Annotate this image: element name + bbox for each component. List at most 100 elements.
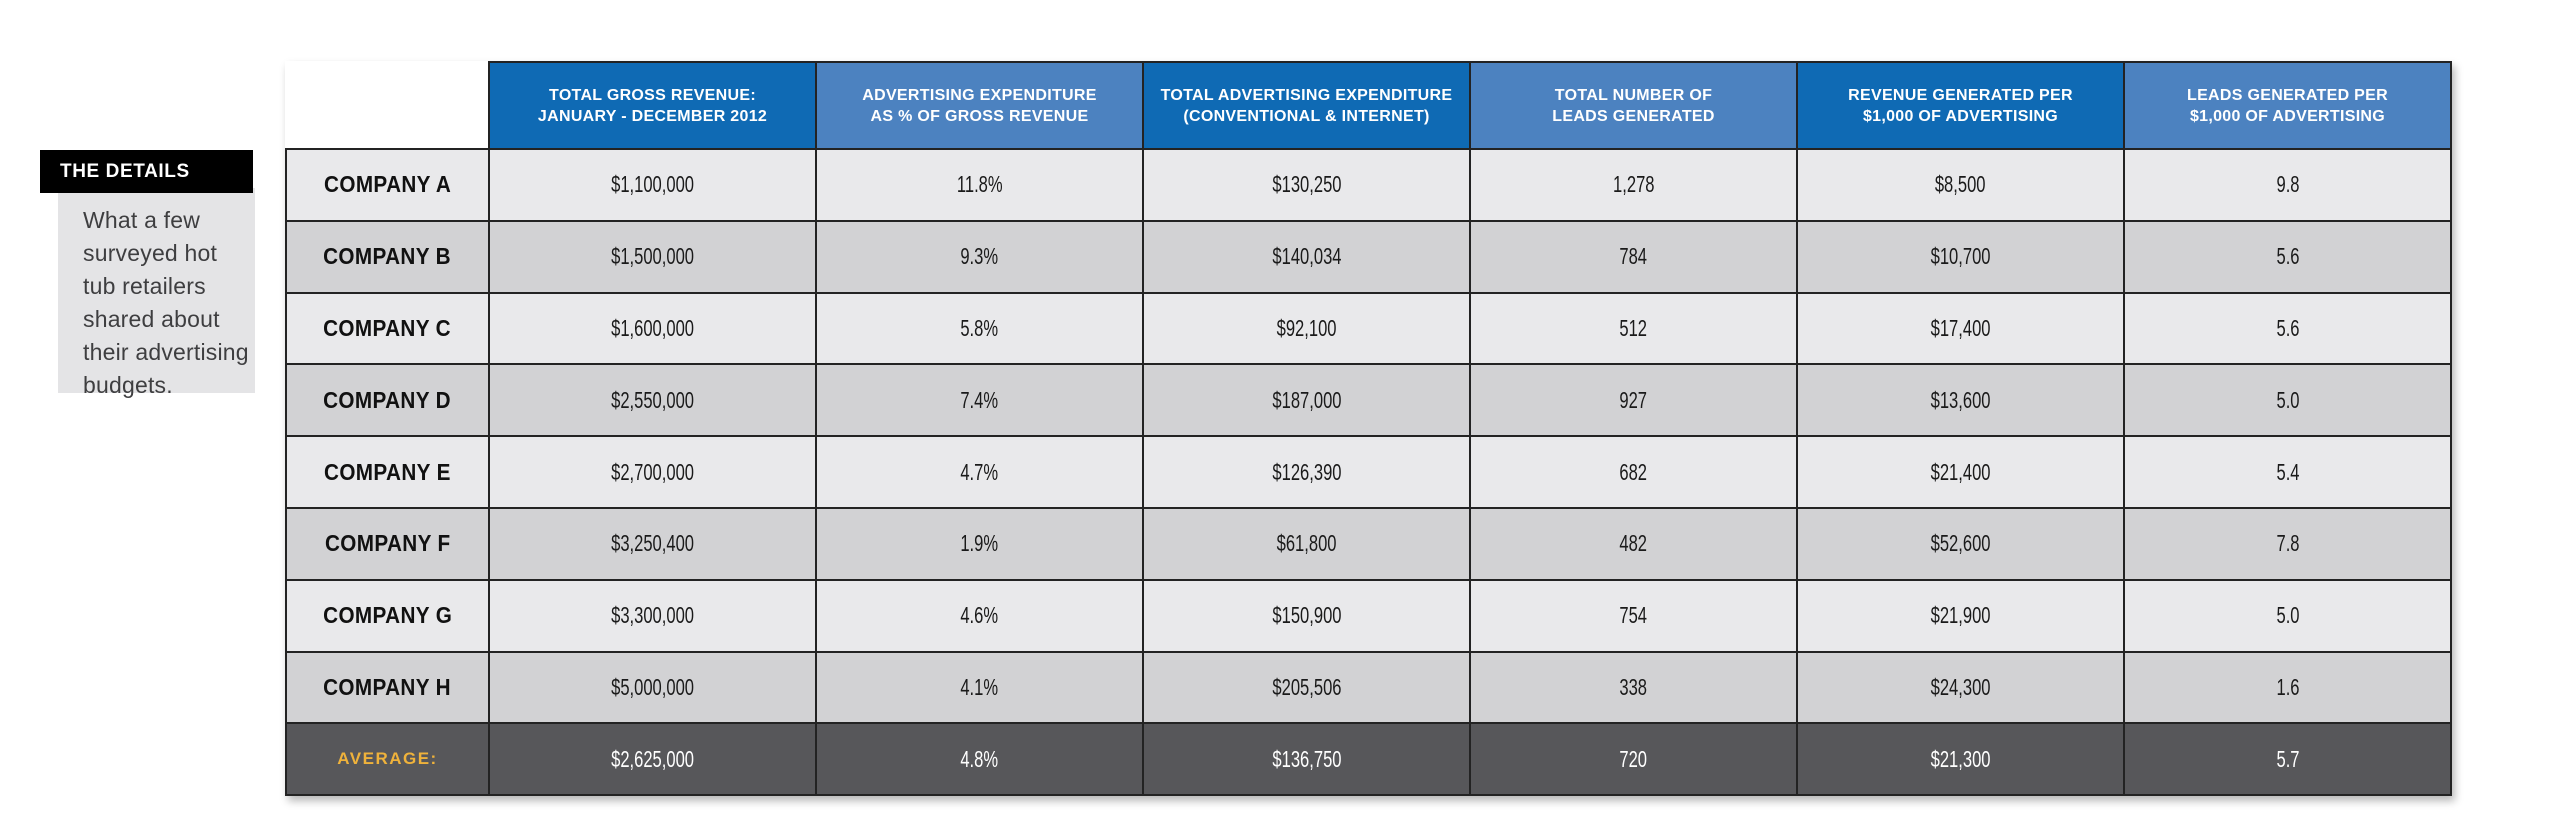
cell: 5.6 [2123, 219, 2452, 294]
cell: $21,400 [1796, 435, 2125, 509]
cell: 512 [1469, 291, 1798, 366]
cell-value: $3,250,400 [611, 530, 694, 557]
header-line: ADVERTISING EXPENDITURE [862, 86, 1097, 104]
cell: 7.8 [2123, 506, 2452, 581]
cell: 682 [1469, 435, 1798, 509]
cell: 784 [1469, 219, 1798, 294]
cell: 5.8% [815, 291, 1144, 366]
cell: $2,700,000 [488, 435, 817, 509]
row-label-cell: COMPANY C [285, 291, 490, 366]
row-label: COMPANY H [323, 673, 452, 700]
cell: $130,250 [1142, 148, 1471, 222]
header-line: LEADS GENERATED [1552, 107, 1715, 125]
cell-value: 4.6% [960, 602, 999, 629]
details-description: What a few surveyed hot tub retailers sh… [83, 207, 249, 398]
cell-value: $21,400 [1930, 458, 1991, 485]
cell-value: $92,100 [1276, 314, 1337, 341]
cell: $5,000,000 [488, 650, 817, 725]
cell-value: $150,900 [1271, 602, 1342, 629]
cell-value: $24,300 [1930, 673, 1991, 700]
cell-value: $17,400 [1930, 314, 1991, 341]
cell-value: $3,300,000 [611, 602, 694, 629]
details-title-box: THE DETAILS [40, 150, 253, 193]
cell-value: 7.8 [2275, 530, 2300, 557]
cell: $3,250,400 [488, 506, 817, 581]
cell: 1.9% [815, 506, 1144, 581]
cell: $136,750 [1142, 722, 1471, 797]
header-line: AS % OF GROSS REVENUE [870, 107, 1089, 125]
header-line: TOTAL GROSS REVENUE: [549, 86, 756, 104]
cell-value: $2,550,000 [611, 386, 694, 413]
cell-value: $21,900 [1930, 602, 1991, 629]
cell-value: $13,600 [1930, 386, 1991, 413]
row-label-cell: COMPANY H [285, 650, 490, 725]
average-label-cell: AVERAGE: [285, 722, 490, 797]
column-header-total-ad-expenditure: TOTAL ADVERTISING EXPENDITURE (CONVENTIO… [1142, 61, 1471, 150]
header-line: REVENUE GENERATED PER [1848, 86, 2073, 104]
cell: $13,600 [1796, 363, 2125, 438]
table-row-company-a: COMPANY A $1,100,000 11.8% $130,250 1,27… [285, 148, 2452, 222]
cell: 754 [1469, 578, 1798, 653]
row-label-cell: COMPANY G [285, 578, 490, 653]
cell-value: 5.0 [2275, 386, 2300, 413]
cell: $1,500,000 [488, 219, 817, 294]
cell-value: 4.7% [960, 458, 999, 485]
cell: $17,400 [1796, 291, 2125, 366]
cell: $126,390 [1142, 435, 1471, 509]
cell: $2,625,000 [488, 722, 817, 797]
average-label: AVERAGE: [337, 749, 438, 769]
column-header-ad-expenditure-pct: ADVERTISING EXPENDITURE AS % OF GROSS RE… [815, 61, 1144, 150]
table-row-company-c: COMPANY C $1,600,000 5.8% $92,100 512 $1… [285, 291, 2452, 366]
cell-value: 9.8 [2275, 171, 2300, 198]
cell-value: $130,250 [1271, 171, 1342, 198]
cell: $24,300 [1796, 650, 2125, 725]
column-header-total-leads: TOTAL NUMBER OF LEADS GENERATED [1469, 61, 1798, 150]
cell-value: 5.8% [960, 314, 999, 341]
column-header-leads-per-1000: LEADS GENERATED PER $1,000 OF ADVERTISIN… [2123, 61, 2452, 150]
cell-value: 1.9% [960, 530, 999, 557]
cell-value: 482 [1619, 530, 1648, 557]
cell-value: $1,600,000 [611, 314, 694, 341]
cell: $3,300,000 [488, 578, 817, 653]
cell: 9.3% [815, 219, 1144, 294]
cell: 4.1% [815, 650, 1144, 725]
cell: 1.6 [2123, 650, 2452, 725]
row-label: COMPANY D [323, 386, 452, 413]
row-label: COMPANY F [324, 530, 451, 557]
cell-value: 5.0 [2275, 602, 2300, 629]
cell-value: 11.8% [956, 171, 1003, 198]
table-row-company-h: COMPANY H $5,000,000 4.1% $205,506 338 $… [285, 650, 2452, 725]
table-row-company-e: COMPANY E $2,700,000 4.7% $126,390 682 $… [285, 435, 2452, 509]
cell: $187,000 [1142, 363, 1471, 438]
cell: $52,600 [1796, 506, 2125, 581]
cell: 4.7% [815, 435, 1144, 509]
cell-value: 512 [1619, 314, 1648, 341]
average-value: 720 [1619, 745, 1648, 772]
cell-value: 754 [1619, 602, 1648, 629]
cell: $21,300 [1796, 722, 2125, 797]
table-row-company-f: COMPANY F $3,250,400 1.9% $61,800 482 $5… [285, 506, 2452, 581]
cell-value: 5.6 [2275, 243, 2300, 270]
cell: 4.6% [815, 578, 1144, 653]
details-description-box: What a few surveyed hot tub retailers sh… [58, 188, 255, 398]
cell-value: $10,700 [1930, 243, 1991, 270]
cell: $61,800 [1142, 506, 1471, 581]
header-line: TOTAL ADVERTISING EXPENDITURE [1160, 86, 1453, 104]
header-line: $1,000 OF ADVERTISING [2189, 107, 2386, 125]
cell: $1,100,000 [488, 148, 817, 222]
details-title: THE DETAILS [60, 160, 190, 182]
cell: 5.0 [2123, 363, 2452, 438]
cell-value: 5.4 [2275, 458, 2300, 485]
row-label-cell: COMPANY F [285, 506, 490, 581]
cell: 338 [1469, 650, 1798, 725]
table-row-company-g: COMPANY G $3,300,000 4.6% $150,900 754 $… [285, 578, 2452, 653]
cell: $1,600,000 [488, 291, 817, 366]
cell-value: 682 [1619, 458, 1648, 485]
column-header-revenue-per-1000: REVENUE GENERATED PER $1,000 OF ADVERTIS… [1796, 61, 2125, 150]
row-label-cell: COMPANY E [285, 435, 490, 509]
cell: 5.4 [2123, 435, 2452, 509]
cell: $92,100 [1142, 291, 1471, 366]
table-row-average: AVERAGE: $2,625,000 4.8% $136,750 720 $2… [285, 722, 2452, 797]
row-label-cell: COMPANY B [285, 219, 490, 294]
cell: 11.8% [815, 148, 1144, 222]
